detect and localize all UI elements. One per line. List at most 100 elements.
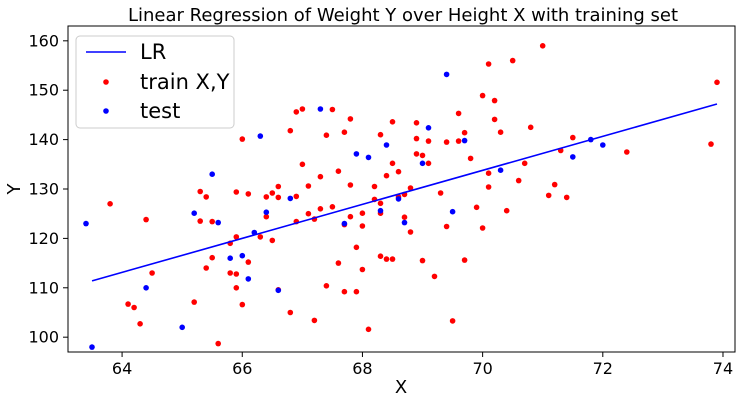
test-point <box>209 171 215 177</box>
train-point <box>335 168 342 174</box>
test-point <box>263 209 270 215</box>
y-tick-label: 110 <box>28 278 59 297</box>
train-point <box>329 204 336 210</box>
train-point <box>389 119 396 125</box>
train-point <box>419 152 426 159</box>
train-point <box>269 237 276 244</box>
train-point <box>203 265 209 271</box>
chart-title: Linear Regression of Weight Y over Heigh… <box>128 5 678 26</box>
y-tick-label: 130 <box>28 180 59 199</box>
train-point <box>479 225 486 231</box>
test-point <box>227 255 233 261</box>
train-point <box>257 234 264 240</box>
x-tick-label: 74 <box>713 359 733 378</box>
train-point <box>425 160 432 167</box>
train-point <box>714 79 720 86</box>
legend: LR train X,Y test <box>75 35 235 129</box>
train-point <box>341 129 348 135</box>
legend-swatch-train <box>103 79 109 85</box>
train-point <box>383 256 390 262</box>
train-point <box>485 170 492 176</box>
y-tick-label: 120 <box>28 229 59 248</box>
train-point <box>377 131 384 138</box>
test-point <box>245 276 252 282</box>
test-point <box>317 106 324 112</box>
train-point <box>305 210 312 217</box>
test-point <box>257 133 264 139</box>
test-point <box>365 154 372 161</box>
train-point <box>365 326 372 333</box>
train-point <box>305 183 312 189</box>
train-point <box>491 97 498 104</box>
train-point <box>383 172 390 179</box>
train-point <box>461 129 468 136</box>
train-point <box>509 57 516 64</box>
y-tick-label: 160 <box>28 31 59 50</box>
legend-swatch-test <box>103 108 109 114</box>
test-point <box>600 142 606 148</box>
train-point <box>317 206 324 212</box>
train-point <box>353 288 360 295</box>
train-point <box>449 318 456 324</box>
test-point <box>570 154 576 160</box>
train-point <box>227 270 233 276</box>
train-point <box>407 229 414 235</box>
train-point <box>389 256 396 262</box>
legend-label-lr: LR <box>140 40 166 64</box>
train-point <box>263 213 270 220</box>
test-point <box>215 219 221 226</box>
x-axis-label: X <box>395 377 407 398</box>
train-point <box>125 301 131 307</box>
train-point <box>293 193 300 200</box>
test-point <box>497 167 504 173</box>
test-point <box>89 344 95 350</box>
train-point <box>233 285 240 291</box>
train-point <box>215 340 221 347</box>
test-point <box>461 137 468 144</box>
train-point <box>431 273 438 280</box>
test-point <box>191 210 197 216</box>
train-point <box>233 234 240 240</box>
train-point <box>443 223 450 230</box>
train-point <box>455 110 462 117</box>
train-point <box>287 127 294 134</box>
train-point <box>491 116 498 123</box>
test-point <box>395 196 402 202</box>
train-point <box>323 132 330 138</box>
train-point <box>263 194 270 200</box>
train-point <box>377 200 384 207</box>
train-point <box>425 138 432 144</box>
test-point <box>275 287 282 294</box>
train-point <box>347 182 354 188</box>
train-point <box>485 184 492 190</box>
train-point <box>233 189 240 195</box>
train-point <box>143 216 149 223</box>
train-point <box>407 185 414 191</box>
train-point <box>191 299 197 305</box>
train-point <box>401 214 408 220</box>
y-tick-label: 100 <box>28 328 59 347</box>
train-point <box>275 194 282 201</box>
test-point <box>287 195 294 202</box>
train-point <box>551 181 558 188</box>
train-point <box>377 253 384 259</box>
train-point <box>527 124 534 131</box>
x-tick-label: 70 <box>472 359 492 378</box>
train-point <box>545 192 552 199</box>
train-point <box>359 266 366 273</box>
test-point <box>443 71 450 78</box>
train-point <box>197 188 203 195</box>
train-point <box>317 173 324 180</box>
train-point <box>413 135 420 142</box>
train-point <box>359 210 366 216</box>
test-point <box>179 324 185 331</box>
train-point <box>473 204 480 211</box>
train-point <box>131 304 137 311</box>
train-point <box>209 218 215 225</box>
train-point <box>287 309 294 316</box>
legend-box <box>75 35 235 129</box>
y-tick-label: 150 <box>28 81 59 100</box>
train-point <box>269 190 276 196</box>
x-tick-label: 72 <box>593 359 613 378</box>
